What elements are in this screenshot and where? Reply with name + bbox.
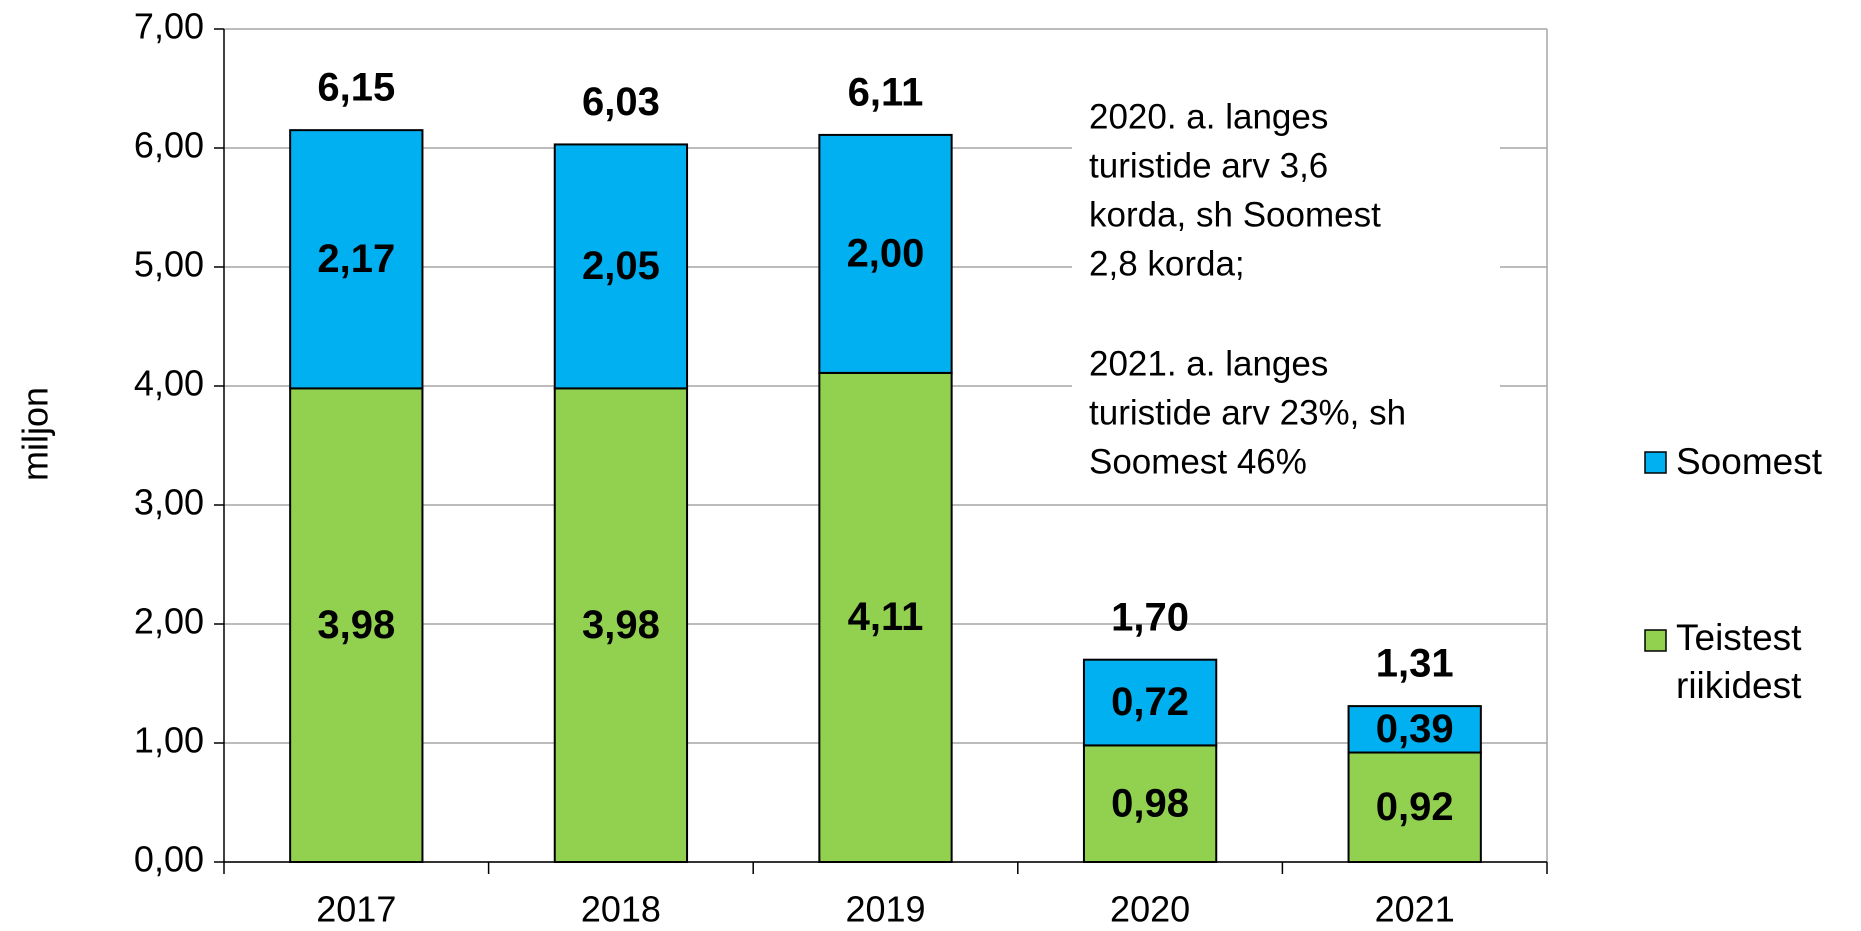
bar-segment [553, 387, 689, 863]
annotation-text: 2,8 korda; [1089, 244, 1245, 283]
x-tick-label: 2020 [1110, 889, 1190, 930]
y-tick-label: 6,00 [134, 125, 204, 166]
bar-segment [553, 143, 689, 390]
legend-swatch [1644, 629, 1667, 652]
x-tick-label: 2018 [581, 889, 661, 930]
x-tick-label: 2017 [316, 889, 396, 930]
bar-segment [1082, 744, 1218, 864]
annotation-text: turistide arv 3,6 [1089, 146, 1328, 185]
bar-segment [818, 133, 953, 374]
annotation-text: 2021. a. langes [1089, 344, 1328, 383]
bar-segment [1347, 705, 1482, 754]
legend-label: riikidest [1676, 665, 1802, 706]
value-label: 0,39 [1376, 707, 1454, 751]
total-label: 1,70 [1111, 595, 1189, 639]
bar-segment [1347, 751, 1482, 864]
annotation-text: Soomest 46% [1089, 442, 1307, 481]
y-tick-label: 4,00 [134, 363, 204, 404]
bar-segment [1082, 658, 1218, 747]
value-label: 2,05 [582, 244, 660, 288]
y-tick-label: 2,00 [134, 601, 204, 642]
bar-segment [818, 371, 953, 863]
value-label: 4,11 [848, 595, 924, 639]
value-label: 3,98 [317, 603, 395, 647]
value-label: 2,00 [847, 231, 925, 275]
annotation-text: turistide arv 23%, sh [1089, 393, 1406, 432]
annotation-background [1072, 94, 1500, 490]
total-label: 6,11 [848, 70, 924, 114]
y-tick-label: 0,00 [134, 839, 204, 880]
bar-segment [289, 129, 424, 390]
total-label: 6,15 [317, 66, 395, 110]
y-axis-label: miljon [15, 387, 56, 481]
value-label: 2,17 [317, 237, 395, 281]
value-label: 0,72 [1111, 680, 1189, 724]
y-tick-label: 7,00 [134, 6, 204, 47]
y-tick-label: 3,00 [134, 482, 204, 523]
x-tick-label: 2021 [1375, 889, 1455, 930]
y-tick-label: 1,00 [134, 720, 204, 761]
annotation-text: 2020. a. langes [1089, 97, 1328, 136]
legend-swatch [1644, 451, 1667, 474]
total-label: 1,31 [1376, 642, 1454, 686]
bar-segment [289, 387, 424, 863]
x-tick-label: 2019 [845, 889, 925, 930]
legend-label: Teistest [1676, 617, 1802, 658]
total-label: 6,03 [582, 80, 660, 124]
annotation-text: korda, sh Soomest [1089, 195, 1381, 234]
legend-label: Soomest [1676, 441, 1823, 482]
value-label: 3,98 [582, 603, 660, 647]
y-tick-label: 5,00 [134, 244, 204, 285]
value-label: 0,98 [1111, 781, 1189, 825]
value-label: 0,92 [1376, 785, 1454, 829]
